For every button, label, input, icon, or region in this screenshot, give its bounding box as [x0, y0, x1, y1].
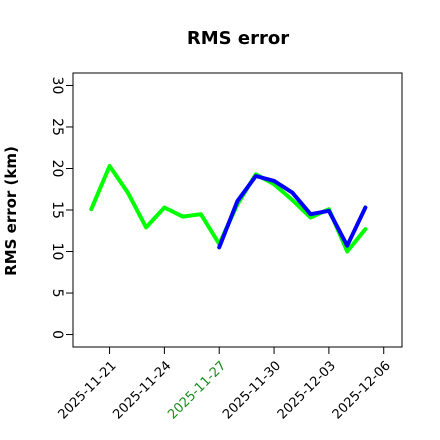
x-tick-label: 2025-11-21	[56, 358, 120, 422]
x-tick-label: 2025-11-24	[110, 358, 174, 422]
x-tick-label: 2025-12-03	[275, 358, 339, 422]
series-line-2	[217, 174, 368, 250]
series-line-1	[89, 164, 368, 254]
series-layer	[89, 164, 368, 254]
chart-title: RMS error	[187, 28, 289, 49]
x-tick-label: 2025-11-30	[220, 358, 284, 422]
y-tick-label: 5	[49, 289, 65, 298]
y-tick-label: 30	[49, 77, 65, 95]
y-axis: 0 5 10 15 20 25 30	[49, 77, 73, 339]
y-tick-label: 25	[49, 118, 65, 136]
x-tick-label: 2025-11-27	[165, 358, 229, 422]
y-tick-label: 15	[49, 201, 65, 219]
y-tick-label: 10	[49, 243, 65, 261]
y-tick-label: 0	[49, 330, 65, 339]
y-tick-label: 20	[49, 160, 65, 178]
x-axis: 2025-11-212025-11-242025-11-272025-11-30…	[56, 347, 394, 422]
x-tick-label: 2025-12-06	[330, 358, 394, 422]
plot-frame	[72, 72, 403, 348]
y-axis-label: RMS error (km)	[2, 146, 20, 276]
